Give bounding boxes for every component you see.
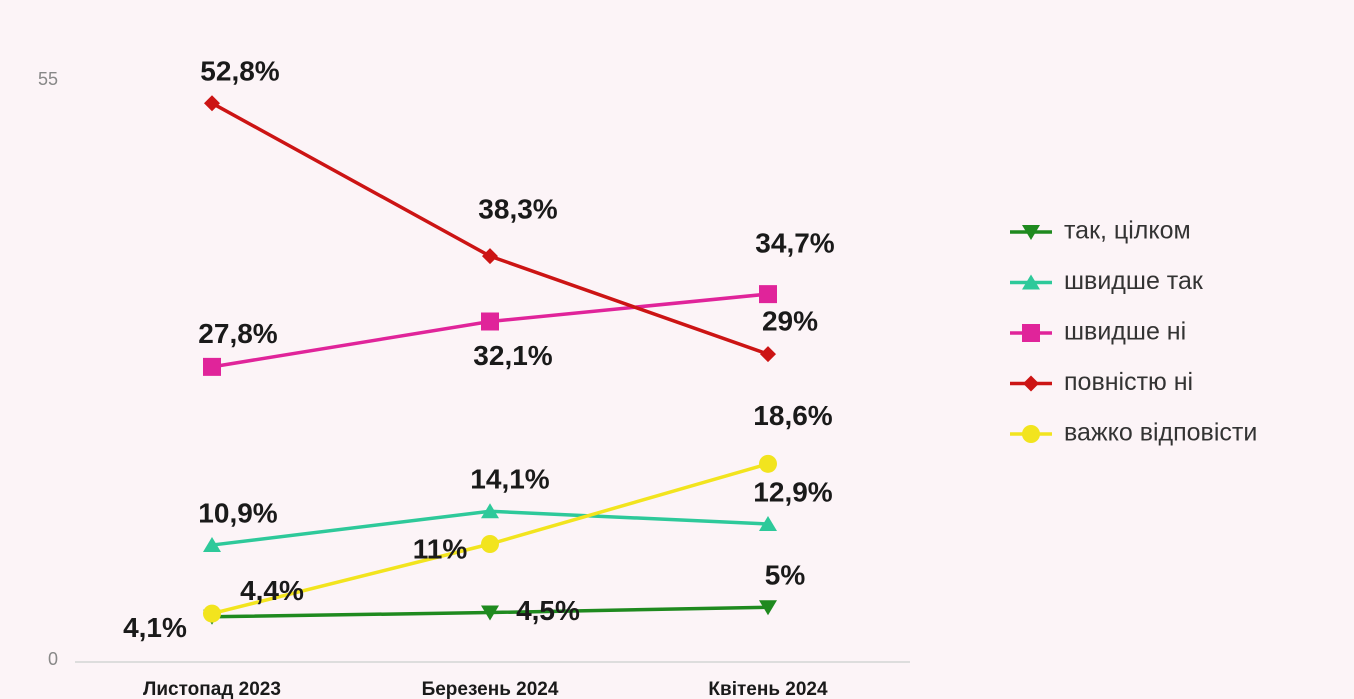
- data-point: [481, 605, 499, 621]
- value-label: 52,8%: [200, 56, 279, 87]
- value-label: 4,5%: [516, 595, 580, 626]
- x-tick-label: Березень 2024: [422, 679, 559, 699]
- value-label: 38,3%: [478, 193, 557, 224]
- data-point: [759, 454, 777, 473]
- value-label: 29%: [762, 306, 818, 337]
- legend-label: швидше ні: [1064, 318, 1186, 346]
- data-point: [759, 515, 777, 531]
- value-label: 32,1%: [473, 340, 552, 371]
- data-point: [481, 535, 499, 553]
- legend-marker: [1022, 274, 1040, 290]
- legend-label: повністю ні: [1064, 368, 1193, 396]
- legend-marker: [1022, 425, 1040, 443]
- value-label: 14,1%: [470, 464, 549, 495]
- data-point: [481, 503, 499, 519]
- legend-label: так, цілком: [1064, 217, 1191, 245]
- value-label: 4,4%: [240, 575, 304, 606]
- data-point: [203, 357, 221, 376]
- value-label: 34,7%: [755, 227, 834, 258]
- y-tick-label: 55: [38, 69, 58, 89]
- legend-marker: [1022, 324, 1040, 342]
- value-label: 4,1%: [123, 612, 187, 643]
- data-point: [482, 248, 498, 265]
- value-label: 10,9%: [198, 497, 277, 528]
- data-point: [203, 537, 221, 553]
- data-point: [481, 312, 499, 331]
- value-label: 18,6%: [753, 400, 832, 431]
- x-tick-label: Квітень 2024: [708, 679, 828, 699]
- data-point: [203, 604, 221, 623]
- value-label: 27,8%: [198, 318, 277, 349]
- data-point: [759, 285, 777, 304]
- legend-marker: [1022, 225, 1040, 240]
- y-tick-label: 0: [48, 649, 58, 669]
- value-label: 11%: [413, 533, 468, 564]
- value-label: 5%: [765, 560, 806, 591]
- data-point: [759, 600, 777, 616]
- value-label: 12,9%: [753, 476, 832, 507]
- data-point: [204, 95, 220, 112]
- data-point: [760, 346, 776, 363]
- legend-label: важко відповісти: [1064, 419, 1257, 447]
- legend-marker: [1023, 375, 1039, 392]
- x-tick-label: Листопад 2023: [143, 679, 281, 699]
- legend-label: швидше так: [1064, 267, 1204, 295]
